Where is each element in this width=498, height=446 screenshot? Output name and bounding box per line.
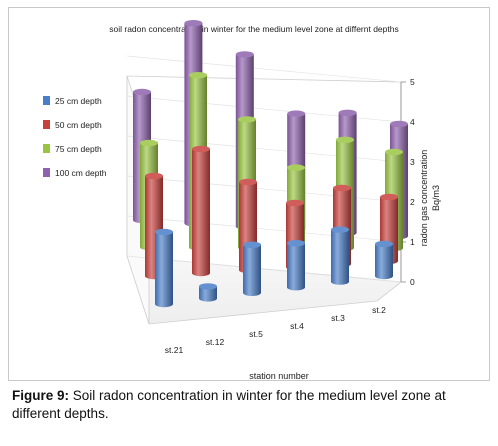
bar (243, 241, 261, 296)
y-tick-label: 2 (410, 197, 415, 207)
legend-label: 100 cm depth (55, 168, 107, 178)
chart: soil radon concentration in winter for t… (43, 20, 441, 381)
chart-title: soil radon concentration in winter for t… (109, 24, 398, 34)
y-tick-label: 3 (410, 157, 415, 167)
figure-frame: soil radon concentration in winter for t… (8, 7, 490, 381)
y-tick-label: 5 (410, 77, 415, 87)
legend-swatch (43, 120, 50, 129)
y-tick-label: 0 (410, 277, 415, 287)
y-tick-label: 4 (410, 117, 415, 127)
x-tick-label: st.3 (331, 313, 345, 323)
gridline (126, 215, 402, 243)
bars (133, 20, 408, 308)
bar (199, 283, 217, 302)
x-tick-label: st.12 (206, 337, 225, 347)
bar (287, 240, 305, 291)
legend-swatch (43, 96, 50, 105)
figure-caption: Figure 9: Soil radon concentration in wi… (12, 387, 486, 423)
y-axis-label-line2: Bq/m3 (431, 185, 441, 211)
y-tick-label: 1 (410, 237, 415, 247)
legend-swatch (43, 168, 50, 177)
x-tick-label: st.21 (165, 345, 184, 355)
x-tick-label: st.5 (249, 329, 263, 339)
legend-label: 75 cm depth (55, 144, 102, 154)
caption-text: Soil radon concentration in winter for t… (12, 388, 446, 421)
x-axis-title: station number (249, 371, 309, 381)
legend: 25 cm depth 50 cm depth 75 cm depth 100 cm … (43, 96, 107, 178)
x-tick-label: st.2 (372, 305, 386, 315)
bar (155, 228, 173, 308)
x-axis: st.21 st.12 st.5 st.4 st.3 st.2 (165, 305, 386, 355)
y-axis-label-line1: radon gas concentration (419, 150, 429, 247)
gridline (126, 55, 402, 83)
legend-swatch (43, 144, 50, 153)
legend-label: 25 cm depth (55, 96, 102, 106)
legend-label: 50 cm depth (55, 120, 102, 130)
bar (375, 240, 393, 280)
bar (192, 145, 210, 277)
bar (331, 226, 349, 285)
caption-label: Figure 9: (12, 388, 70, 403)
y-axis-title: radon gas concentration Bq/m3 (419, 150, 441, 247)
x-tick-label: st.4 (290, 321, 304, 331)
